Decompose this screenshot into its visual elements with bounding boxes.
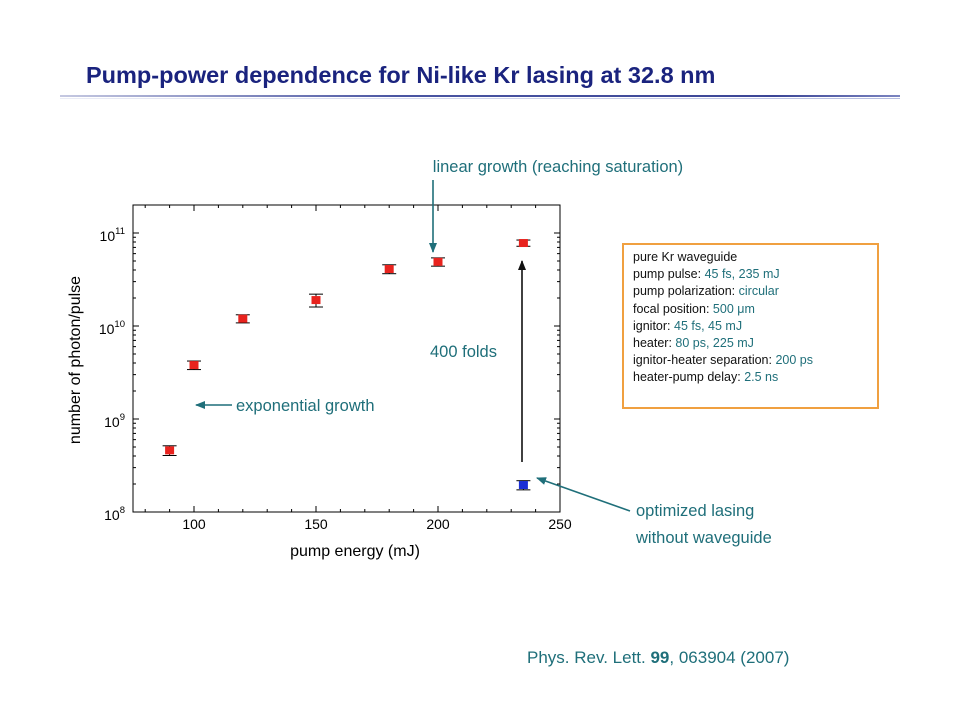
param-row: focal position: 500 μm bbox=[633, 301, 755, 316]
y-tick-label: 1011 bbox=[100, 226, 125, 244]
param-row: pump pulse: 45 fs, 235 mJ bbox=[633, 267, 780, 282]
data-point bbox=[311, 296, 321, 305]
annotation-without-waveguide: without waveguide bbox=[635, 529, 772, 547]
data-point bbox=[238, 314, 248, 323]
data-points bbox=[162, 239, 531, 491]
axes: 100 150 200 250 108 109 1010 1011 pump energy (m… bbox=[67, 204, 572, 560]
annotations: linear growth (reaching saturation) expon… bbox=[195, 158, 772, 547]
citation-journal: Phys. Rev. Lett. bbox=[527, 648, 646, 667]
arrow-optimized-lasing bbox=[536, 477, 631, 512]
annotation-exponential-growth: exponential growth bbox=[236, 397, 375, 415]
parameters-box: pure Kr waveguide pump pulse: 45 fs, 235… bbox=[622, 243, 879, 409]
x-axis-label: pump energy (mJ) bbox=[290, 543, 420, 560]
data-point bbox=[165, 446, 175, 455]
y-tick-label: 1010 bbox=[99, 319, 125, 337]
data-point bbox=[384, 265, 394, 274]
x-tick-label: 100 bbox=[182, 516, 206, 532]
param-row: heater: 80 ps, 225 mJ bbox=[633, 336, 754, 351]
param-row: ignitor: 45 fs, 45 mJ bbox=[633, 318, 743, 333]
plot-frame bbox=[132, 204, 561, 513]
param-row: pump polarization: circular bbox=[633, 284, 779, 299]
data-point bbox=[433, 257, 443, 266]
x-tick-label: 250 bbox=[548, 516, 572, 532]
data-point bbox=[518, 481, 528, 490]
title-underline bbox=[60, 95, 900, 97]
param-row: ignitor-heater separation: 200 ps bbox=[633, 353, 813, 368]
y-tick-label: 109 bbox=[104, 412, 125, 430]
data-point bbox=[518, 239, 528, 248]
y-axis-label: number of photon/pulse bbox=[67, 276, 84, 444]
param-row: heater-pump delay: 2.5 ns bbox=[633, 370, 779, 385]
x-tick-label: 200 bbox=[426, 516, 450, 532]
title-underline-shadow bbox=[60, 98, 900, 99]
data-point bbox=[189, 361, 199, 370]
citation-volume: 99 bbox=[650, 648, 670, 667]
x-tick-label: 150 bbox=[304, 516, 328, 532]
citation: Phys. Rev. Lett. 99, 063904 (2007) bbox=[527, 648, 789, 668]
annotation-optimized-lasing: optimized lasing bbox=[636, 502, 754, 520]
param-row: pure Kr waveguide bbox=[633, 250, 738, 264]
slide-title: Pump-power dependence for Ni-like Kr las… bbox=[86, 62, 716, 88]
annotation-linear-growth: linear growth (reaching saturation) bbox=[433, 158, 683, 176]
y-tick-label: 108 bbox=[104, 505, 125, 523]
citation-rest: , 063904 (2007) bbox=[669, 648, 790, 667]
annotation-400-folds: 400 folds bbox=[430, 343, 497, 361]
